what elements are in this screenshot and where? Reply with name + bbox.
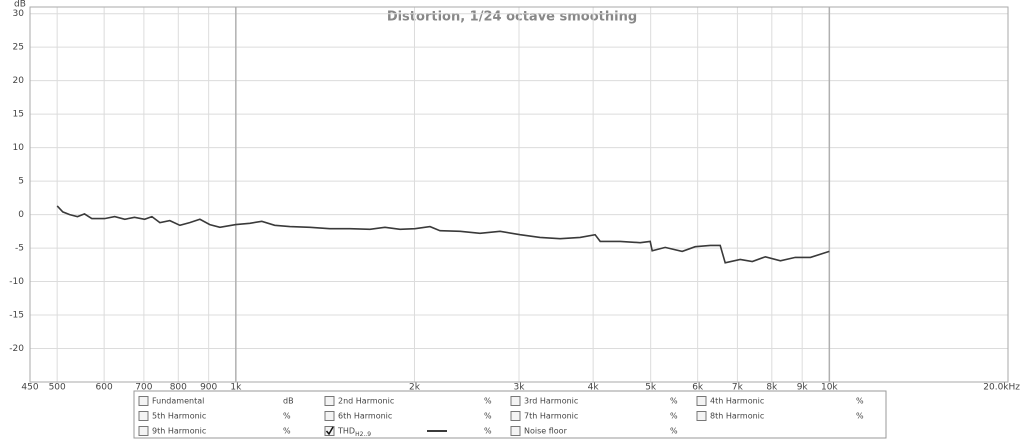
- x-tick-label: 900: [200, 383, 217, 393]
- x-tick-label: 8k: [766, 383, 778, 393]
- legend-checkbox[interactable]: [324, 411, 335, 421]
- x-tick-label: 1k: [230, 383, 242, 393]
- x-tick-label: 700: [135, 383, 152, 393]
- legend-label: THDH2..9: [337, 427, 371, 438]
- x-tick-label: 20.0kHz: [983, 383, 1020, 393]
- legend-label: 3rd Harmonic: [524, 397, 578, 406]
- legend-label: 9th Harmonic: [152, 427, 206, 436]
- legend-label: 4th Harmonic: [710, 397, 764, 406]
- y-tick-label: 5: [18, 177, 24, 187]
- y-tick-label: 10: [13, 143, 25, 153]
- y-tick-label: -5: [15, 244, 24, 254]
- y-axis-label: dB: [14, 0, 26, 10]
- chart-title: Distortion, 1/24 octave smoothing: [387, 10, 637, 25]
- x-tick-label: 450: [21, 383, 38, 393]
- legend-checkbox[interactable]: [510, 426, 521, 436]
- legend-box: [133, 390, 887, 439]
- legend-checkbox[interactable]: [510, 411, 521, 421]
- legend-label: 7th Harmonic: [524, 412, 578, 421]
- legend-checkbox[interactable]: [138, 396, 149, 406]
- legend-unit: %: [670, 397, 678, 406]
- check-mark: [325, 426, 334, 436]
- legend-label: 8th Harmonic: [710, 412, 764, 421]
- legend-unit: %: [670, 412, 678, 421]
- x-tick-label: 4k: [588, 383, 600, 393]
- legend-unit: %: [484, 397, 492, 406]
- x-tick-label: 3k: [514, 383, 526, 393]
- legend-checkbox[interactable]: [510, 396, 521, 406]
- x-tick-label: 500: [49, 383, 66, 393]
- legend-checkbox[interactable]: [696, 411, 707, 421]
- legend-unit: %: [856, 397, 864, 406]
- x-tick-label: 600: [96, 383, 113, 393]
- legend-unit: %: [283, 427, 291, 436]
- plot-frame: [29, 6, 1009, 383]
- legend-checkbox[interactable]: [138, 411, 149, 421]
- data-line: [56, 205, 830, 264]
- legend-label: 2nd Harmonic: [338, 397, 394, 406]
- legend-label: 6th Harmonic: [338, 412, 392, 421]
- y-tick-label: 15: [13, 110, 24, 120]
- legend-unit: dB: [283, 397, 294, 406]
- x-tick-label: 2k: [409, 383, 421, 393]
- x-tick-label: 10k: [821, 383, 838, 393]
- legend-checkbox[interactable]: [324, 396, 335, 406]
- x-tick-label: 6k: [692, 383, 704, 393]
- legend-checkbox[interactable]: [696, 396, 707, 406]
- y-tick-label: -15: [9, 311, 24, 321]
- y-tick-label: 25: [13, 43, 24, 53]
- legend-unit: %: [283, 412, 291, 421]
- legend-checkbox[interactable]: [138, 426, 149, 436]
- x-tick-label: 5k: [645, 383, 657, 393]
- y-tick-label: -10: [9, 277, 24, 287]
- x-tick-label: 7k: [732, 383, 744, 393]
- legend-checkbox[interactable]: [324, 426, 335, 436]
- y-tick-label: 0: [18, 210, 24, 220]
- x-tick-label: 800: [170, 383, 187, 393]
- legend-subscript: H2..9: [355, 431, 371, 438]
- y-tick-label: 30: [13, 9, 25, 19]
- y-tick-label: 20: [13, 76, 25, 86]
- x-tick-label: 9k: [797, 383, 809, 393]
- legend-unit: %: [856, 412, 864, 421]
- y-tick-label: -20: [9, 344, 24, 354]
- legend-unit: %: [484, 412, 492, 421]
- legend-label: 5th Harmonic: [152, 412, 206, 421]
- legend-unit: %: [484, 427, 492, 436]
- legend-label: Fundamental: [152, 397, 204, 406]
- legend-label: Noise floor: [524, 427, 568, 436]
- legend-unit: %: [670, 427, 678, 436]
